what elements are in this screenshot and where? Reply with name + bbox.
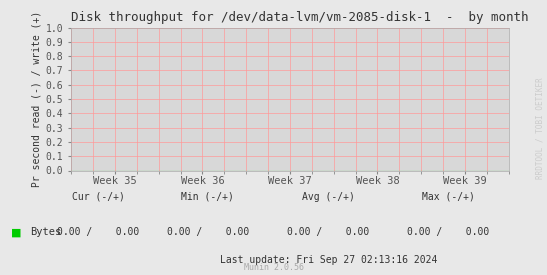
Text: Cur (-/+): Cur (-/+) <box>72 192 125 202</box>
Text: RRDTOOL / TOBI OETIKER: RRDTOOL / TOBI OETIKER <box>536 77 544 179</box>
Text: 0.00 /    0.00: 0.00 / 0.00 <box>287 227 369 237</box>
Text: 0.00 /    0.00: 0.00 / 0.00 <box>57 227 139 237</box>
Text: 0.00 /    0.00: 0.00 / 0.00 <box>167 227 249 237</box>
Text: Last update: Fri Sep 27 02:13:16 2024: Last update: Fri Sep 27 02:13:16 2024 <box>219 255 437 265</box>
Text: Bytes: Bytes <box>30 227 61 237</box>
Text: Min (-/+): Min (-/+) <box>182 192 234 202</box>
Text: Avg (-/+): Avg (-/+) <box>302 192 354 202</box>
Text: Munin 2.0.56: Munin 2.0.56 <box>243 263 304 272</box>
Text: ■: ■ <box>11 227 21 237</box>
Y-axis label: Pr second read (-) / write (+): Pr second read (-) / write (+) <box>32 11 42 187</box>
Text: 0.00 /    0.00: 0.00 / 0.00 <box>408 227 490 237</box>
Text: Disk throughput for /dev/data-lvm/vm-2085-disk-1  -  by month: Disk throughput for /dev/data-lvm/vm-208… <box>71 10 528 24</box>
Text: Max (-/+): Max (-/+) <box>422 192 475 202</box>
